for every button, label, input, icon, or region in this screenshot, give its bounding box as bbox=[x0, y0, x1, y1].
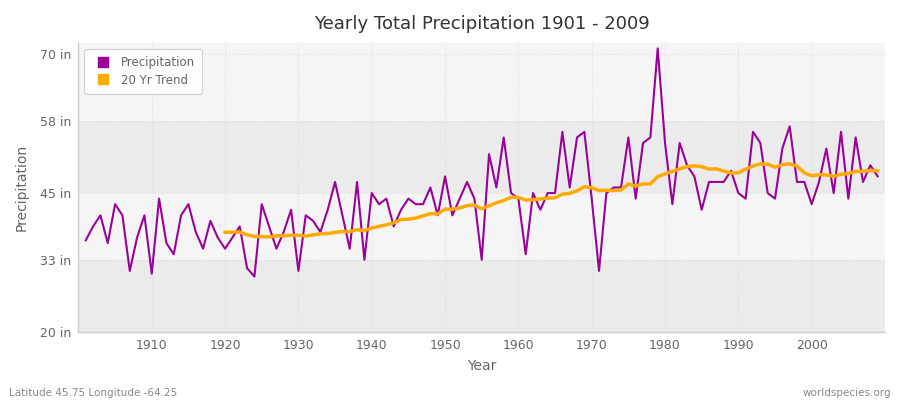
Legend: Precipitation, 20 Yr Trend: Precipitation, 20 Yr Trend bbox=[85, 49, 202, 94]
X-axis label: Year: Year bbox=[467, 359, 497, 373]
Bar bbox=[78, 193, 885, 260]
Bar bbox=[78, 260, 885, 332]
Bar bbox=[78, 121, 885, 193]
Bar bbox=[78, 43, 885, 54]
Title: Yearly Total Precipitation 1901 - 2009: Yearly Total Precipitation 1901 - 2009 bbox=[314, 15, 650, 33]
Y-axis label: Precipitation: Precipitation bbox=[15, 144, 29, 231]
Bar bbox=[78, 54, 885, 121]
Text: Latitude 45.75 Longitude -64.25: Latitude 45.75 Longitude -64.25 bbox=[9, 388, 177, 398]
Text: worldspecies.org: worldspecies.org bbox=[803, 388, 891, 398]
